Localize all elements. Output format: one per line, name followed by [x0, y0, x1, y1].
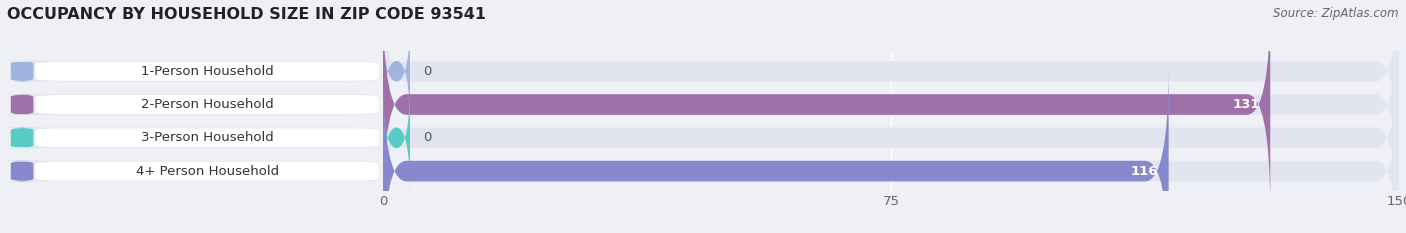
FancyBboxPatch shape: [11, 127, 380, 148]
FancyBboxPatch shape: [11, 161, 380, 182]
Text: 1-Person Household: 1-Person Household: [141, 65, 274, 78]
FancyBboxPatch shape: [382, 15, 411, 127]
Text: 3-Person Household: 3-Person Household: [141, 131, 274, 144]
FancyBboxPatch shape: [382, 65, 1399, 233]
Text: Source: ZipAtlas.com: Source: ZipAtlas.com: [1274, 7, 1399, 20]
FancyBboxPatch shape: [3, 161, 41, 182]
FancyBboxPatch shape: [382, 65, 1168, 233]
FancyBboxPatch shape: [11, 61, 380, 82]
FancyBboxPatch shape: [382, 82, 411, 194]
FancyBboxPatch shape: [3, 61, 41, 82]
FancyBboxPatch shape: [35, 62, 380, 81]
Text: 131: 131: [1233, 98, 1260, 111]
FancyBboxPatch shape: [382, 32, 1399, 233]
Text: 2-Person Household: 2-Person Household: [141, 98, 274, 111]
FancyBboxPatch shape: [382, 0, 1399, 211]
FancyBboxPatch shape: [3, 127, 41, 148]
Text: OCCUPANCY BY HOUSEHOLD SIZE IN ZIP CODE 93541: OCCUPANCY BY HOUSEHOLD SIZE IN ZIP CODE …: [7, 7, 486, 22]
FancyBboxPatch shape: [382, 0, 1270, 211]
FancyBboxPatch shape: [382, 0, 1399, 177]
FancyBboxPatch shape: [35, 162, 380, 181]
Text: 116: 116: [1130, 164, 1159, 178]
FancyBboxPatch shape: [3, 94, 41, 115]
Text: 0: 0: [423, 131, 432, 144]
FancyBboxPatch shape: [35, 128, 380, 147]
Text: 4+ Person Household: 4+ Person Household: [135, 164, 278, 178]
FancyBboxPatch shape: [35, 95, 380, 114]
Text: 0: 0: [423, 65, 432, 78]
FancyBboxPatch shape: [11, 94, 380, 115]
